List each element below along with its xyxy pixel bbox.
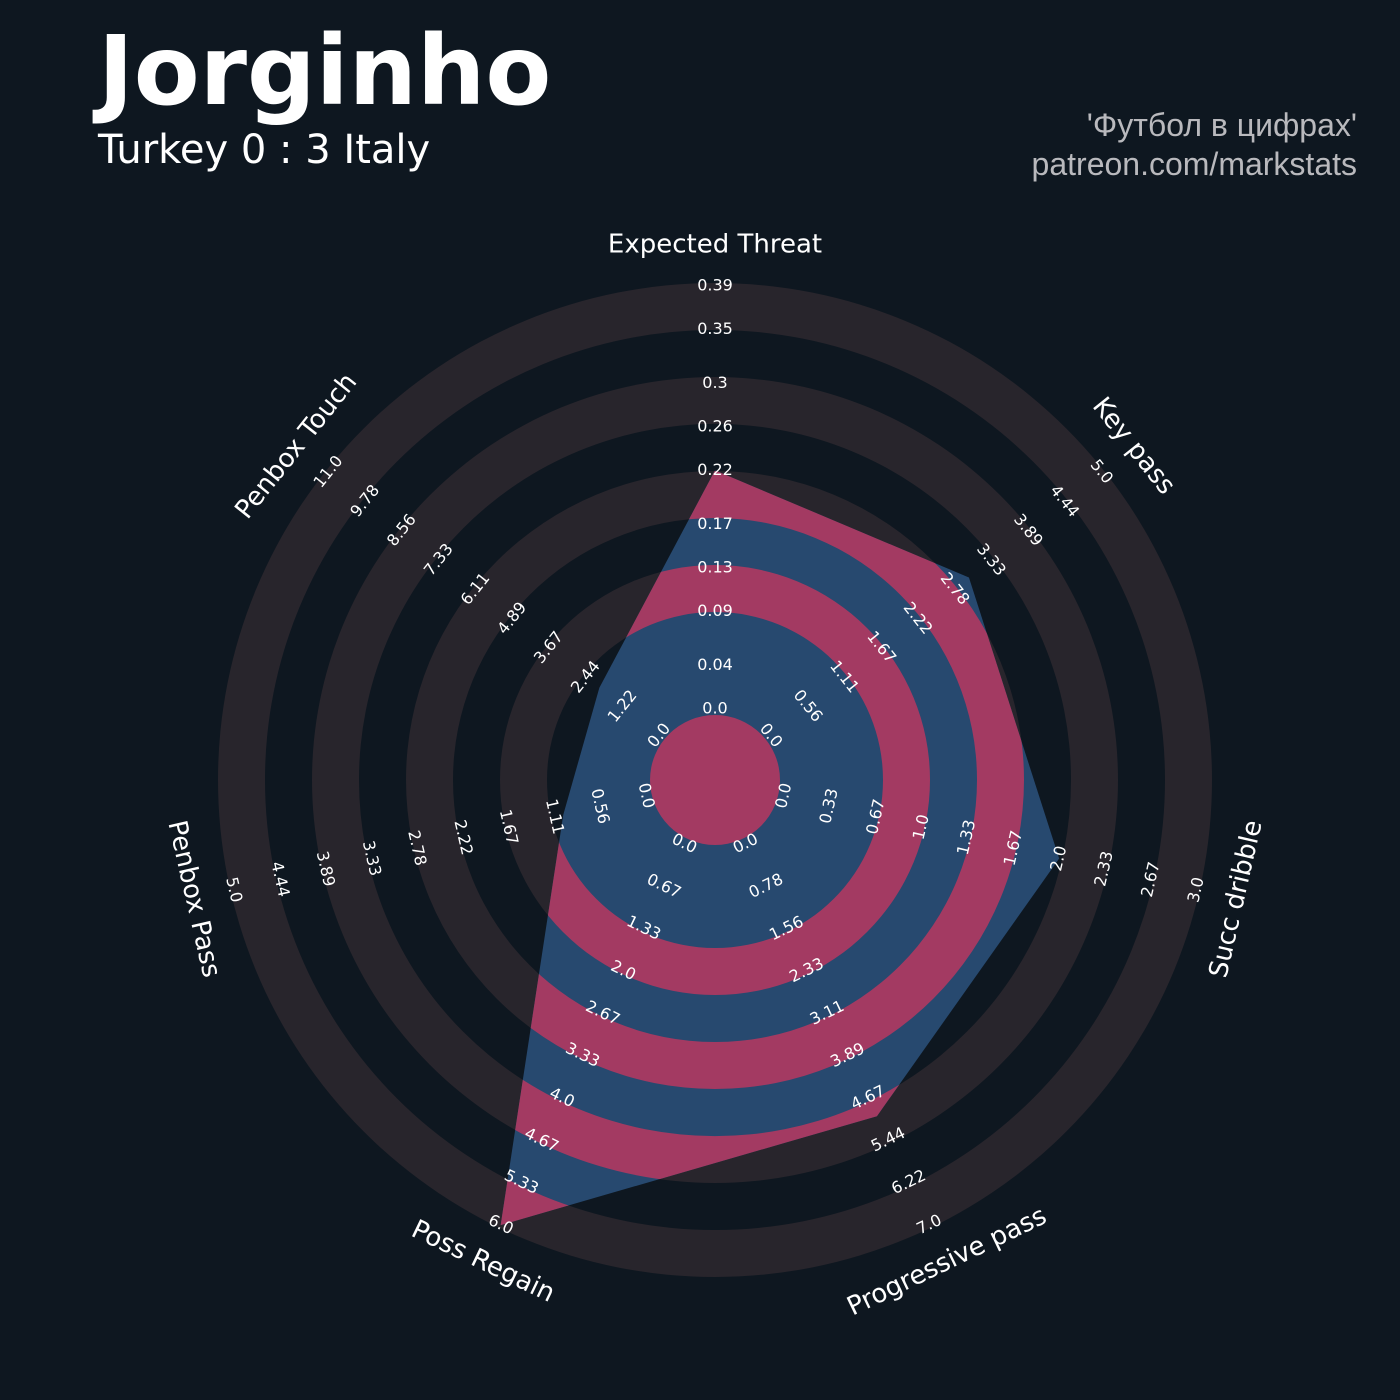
chart-title: Jorginho [92, 15, 551, 127]
param-label: Expected Threat [608, 230, 822, 260]
radar-highlight [500, 470, 1060, 1226]
credit-text: patreon.com/markstats [1032, 146, 1357, 182]
tick-label: 0.3 [702, 373, 727, 392]
tick-label: 0.26 [697, 417, 733, 436]
tick-label: 0.35 [697, 319, 733, 338]
tick-label: 0.39 [697, 276, 733, 295]
tick-label: 0.09 [697, 601, 733, 620]
ring-highlight [650, 715, 780, 845]
tick-label: 0.04 [697, 655, 733, 674]
tick-label: 0.22 [697, 460, 733, 479]
credit-text: 'Футбол в цифрах' [1087, 107, 1357, 143]
tick-label: 0.13 [697, 558, 733, 577]
chart-subtitle: Turkey 0 : 3 Italy [97, 127, 430, 173]
tick-label: 0.0 [702, 699, 727, 718]
tick-label: 0.17 [697, 514, 733, 533]
